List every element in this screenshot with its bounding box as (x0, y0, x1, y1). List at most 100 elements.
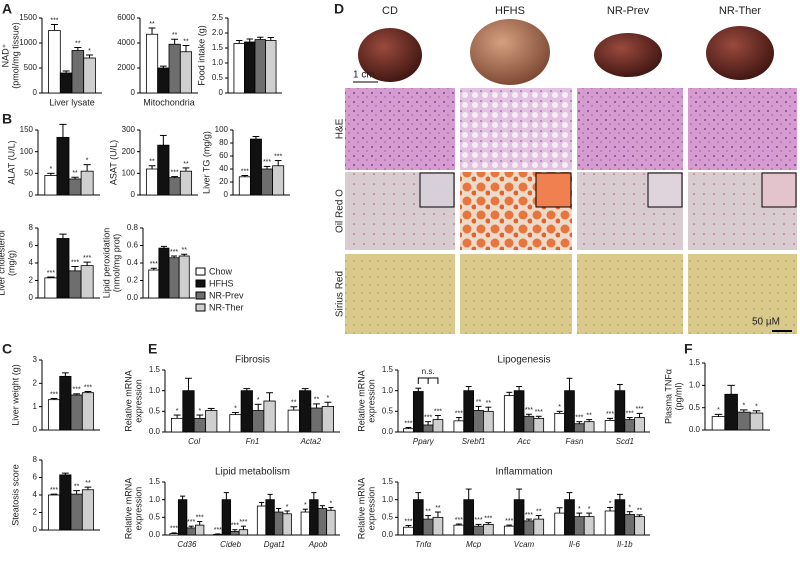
significance: * (755, 404, 758, 411)
y-tick-label: 0.5 (382, 512, 394, 521)
significance: *** (404, 420, 412, 427)
significance: *** (424, 415, 432, 422)
sr-hfhs (460, 254, 572, 334)
liver-photos (353, 19, 774, 85)
bar (229, 414, 242, 433)
significance: * (198, 408, 201, 415)
bar (158, 247, 170, 299)
y-tick-label: 150 (20, 125, 34, 134)
bar (68, 178, 82, 196)
significance: ** (183, 161, 189, 168)
y-tick-label: 0.4 (127, 258, 139, 267)
significance: * (88, 48, 91, 55)
bar (48, 30, 61, 94)
chart-title: Lipogenesis (497, 355, 550, 366)
sr-nrprev (577, 254, 683, 334)
y-axis-label: ALAT (U/L) (6, 140, 16, 184)
bar (749, 412, 764, 431)
significance: * (304, 502, 307, 509)
significance: *** (404, 518, 412, 525)
bar (59, 375, 72, 431)
bar (83, 57, 96, 94)
significance: * (558, 404, 561, 411)
inset (419, 172, 455, 208)
y-tick-label: 2.5 (212, 13, 224, 22)
bar (68, 270, 82, 299)
legend-swatch (195, 267, 206, 276)
bar (47, 494, 61, 531)
bar (533, 417, 545, 433)
bar (554, 512, 565, 536)
bar (263, 400, 276, 433)
y-tick-label: 2000 (117, 63, 135, 72)
significance: ** (149, 159, 155, 166)
bar (604, 420, 616, 433)
bar (614, 499, 626, 536)
y-tick-label: 100 (20, 147, 34, 156)
y-tick-label: 0 (131, 88, 136, 97)
bar (403, 428, 414, 433)
bar (422, 518, 434, 536)
y-tick-label: 1000 (19, 38, 37, 47)
liver (470, 19, 550, 85)
bar (317, 508, 328, 536)
row-label: Oil Red O (335, 189, 346, 233)
significance: *** (635, 406, 643, 413)
y-tick-label: 0 (33, 88, 38, 97)
x-tick-label: Cd36 (177, 540, 197, 549)
y-tick-label: 6 (33, 473, 38, 482)
legend-label: HFHS (209, 278, 234, 288)
x-tick-label: Srebf1 (462, 437, 486, 446)
bar (463, 499, 475, 536)
chart-title: Inflammation (495, 467, 552, 478)
histology-images (345, 88, 797, 334)
significance: ** (172, 32, 178, 39)
image-label: NR-Prev (607, 5, 650, 17)
bar (523, 415, 535, 433)
y-tick-label: 1.5 (689, 358, 701, 367)
bar (168, 257, 180, 299)
y-tick-label: 2 (33, 508, 38, 517)
significance: *** (150, 261, 158, 268)
significance: *** (170, 526, 178, 533)
y-axis-label: (pmol/mg tissue) (10, 22, 20, 89)
bar (238, 176, 251, 196)
x-tick-label: Mcp (466, 540, 482, 549)
image-label: CD (382, 5, 398, 17)
x-tick-label: Dgat1 (264, 540, 285, 549)
scale-label: 50 µM (752, 317, 780, 328)
row-label: Sirius Red (335, 271, 346, 317)
significance: *** (171, 169, 179, 176)
bar (282, 513, 292, 536)
y-axis-label: expression (366, 379, 376, 423)
bar (157, 67, 170, 94)
significance: *** (263, 159, 271, 166)
y-tick-label: 0.8 (127, 223, 139, 232)
significance: ** (476, 399, 482, 406)
bar (422, 424, 434, 433)
bar (624, 514, 636, 536)
y-tick-label: 0.0 (382, 427, 394, 436)
bar (254, 39, 266, 94)
bar (193, 417, 206, 433)
bar (171, 417, 184, 433)
significance: ** (181, 247, 187, 254)
x-tick-label: Il-1b (617, 540, 633, 549)
y-tick-label: 0 (224, 190, 229, 199)
x-tick-label: Acc (516, 437, 530, 446)
y-tick-label: 60 (219, 151, 228, 160)
bar (195, 524, 205, 536)
inset (647, 172, 683, 208)
bar (403, 526, 414, 536)
x-tick-label: Vcam (514, 540, 535, 549)
x-tick-label: Pparγ (413, 437, 435, 446)
bar (178, 255, 190, 299)
bar (503, 525, 515, 536)
bar (533, 518, 545, 536)
x-tick-label: Apob (308, 540, 328, 549)
x-tick-label: Acta2 (300, 437, 322, 446)
y-tick-label: 100 (215, 125, 229, 134)
y-axis-label: (nmol/mg prot) (111, 234, 121, 293)
significance: ** (85, 480, 91, 487)
significance: * (330, 500, 333, 507)
